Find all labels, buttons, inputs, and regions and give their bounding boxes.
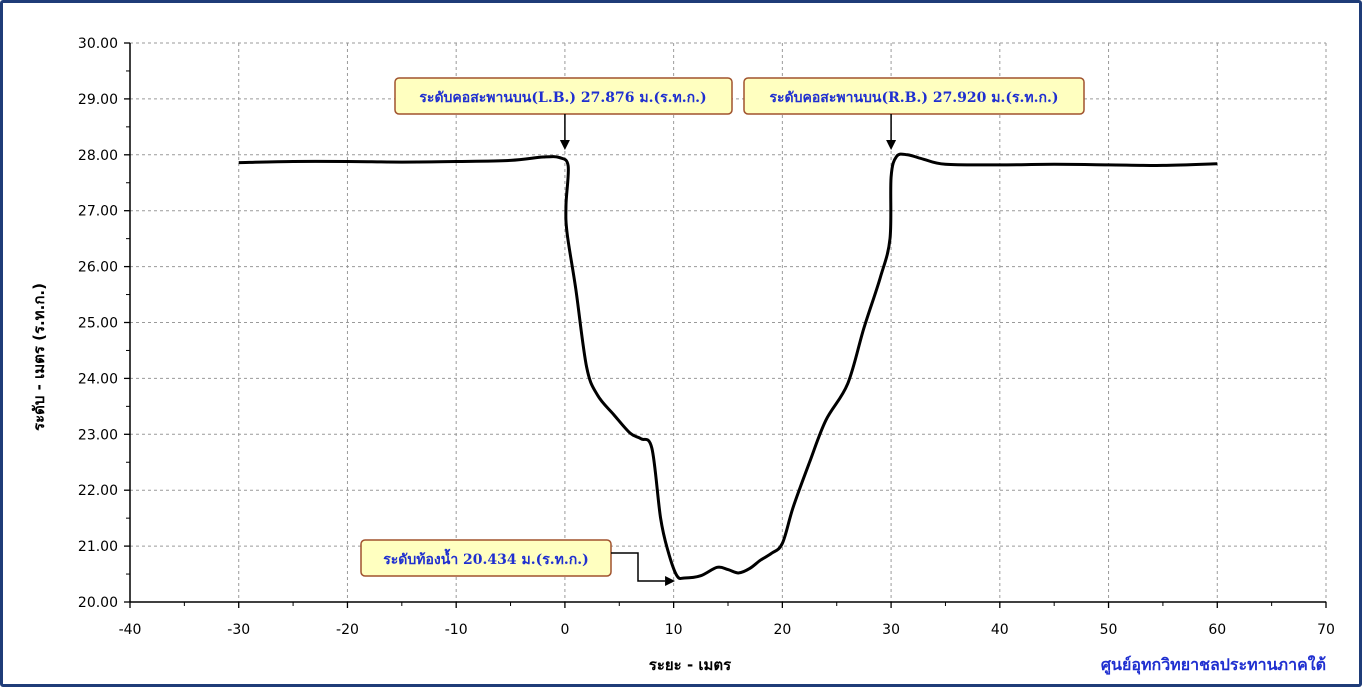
x-tick-label: -20 <box>336 622 359 638</box>
y-tick-label: 23.00 <box>78 427 118 443</box>
annotations: ระดับคอสะพานบน(L.B.) 27.876 ม.(ร.ท.ก.) ระ… <box>360 77 1085 586</box>
callout-bed-box <box>360 539 612 577</box>
y-tick-label: 20.00 <box>78 595 118 611</box>
x-tick-label: 10 <box>665 622 683 638</box>
grid <box>130 42 1327 602</box>
x-tick-label: 70 <box>1317 622 1335 638</box>
x-tick-label: 20 <box>773 622 791 638</box>
callout-rb-text: ระดับคอสะพานบน(R.B.) 27.920 ม.(ร.ท.ก.) <box>770 90 1059 106</box>
y-tick-label: 29.00 <box>78 92 118 108</box>
callout-rb-arrowhead <box>886 140 897 150</box>
x-tick-label: -40 <box>119 622 142 638</box>
tick-labels: -40 -30 -20 -10 0 10 20 30 40 50 60 70 20.00 21.00 22.… <box>78 36 1335 638</box>
x-tick-label: -10 <box>445 622 468 638</box>
x-tick-label: 60 <box>1208 622 1226 638</box>
y-tick-label: 21.00 <box>78 539 118 555</box>
y-tick-label: 28.00 <box>78 148 118 164</box>
axes <box>124 42 1327 608</box>
y-tick-label: 27.00 <box>78 204 118 220</box>
y-tick-label: 22.00 <box>78 483 118 499</box>
series <box>238 152 1218 580</box>
footer-credit: ศูนย์อุทกวิทยาชลประทานภาคใต้ <box>1101 655 1326 676</box>
callout-bed-arrowhead <box>665 576 676 586</box>
x-tick-label: 0 <box>560 622 569 638</box>
x-tick-label: 30 <box>882 622 900 638</box>
y-tick-label: 25.00 <box>78 316 118 332</box>
y-axis-title: ระดับ - เมตร (ร.ท.ก.) <box>30 283 48 431</box>
callout-bed-arrow <box>611 552 666 582</box>
callout-lb-arrowhead <box>559 140 570 150</box>
callout-rb-box <box>743 77 1085 115</box>
x-tick-label: 40 <box>991 622 1009 638</box>
x-axis-title: ระยะ - เมตร <box>649 656 732 674</box>
callout-lb-text: ระดับคอสะพานบน(L.B.) 27.876 ม.(ร.ท.ก.) <box>419 90 706 106</box>
y-tick-label: 26.00 <box>78 260 118 276</box>
callout-bed-text: ระดับท้องน้ำ 20.434 ม.(ร.ท.ก.) <box>383 548 588 568</box>
x-tick-label: 50 <box>1100 622 1118 638</box>
y-tick-label: 24.00 <box>78 371 118 387</box>
x-tick-label: -30 <box>227 622 250 638</box>
y-tick-label: 30.00 <box>78 36 118 52</box>
callout-lb-box <box>394 77 733 115</box>
cross-section-line <box>238 152 1218 580</box>
